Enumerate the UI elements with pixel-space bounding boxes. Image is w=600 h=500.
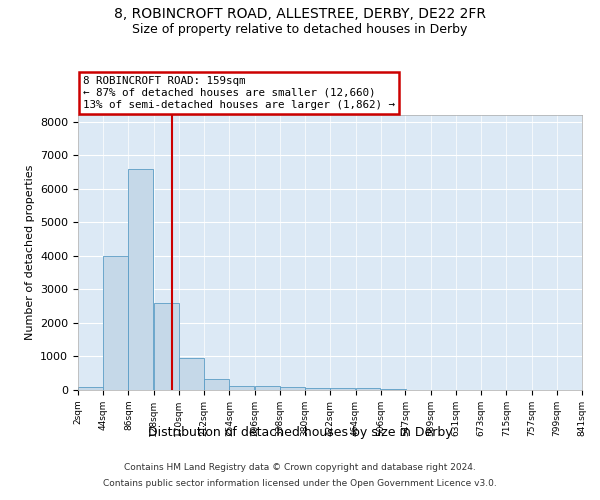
Bar: [204, 379, 229, 390]
Text: 8 ROBINCROFT ROAD: 159sqm
← 87% of detached houses are smaller (12,660)
13% of s: 8 ROBINCROFT ROAD: 159sqm ← 87% of detac…: [83, 76, 395, 110]
Bar: [229, 386, 254, 390]
Bar: [78, 388, 103, 390]
Bar: [381, 389, 406, 390]
Text: 8, ROBINCROFT ROAD, ALLESTREE, DERBY, DE22 2FR: 8, ROBINCROFT ROAD, ALLESTREE, DERBY, DE…: [114, 8, 486, 22]
Bar: [154, 303, 179, 390]
Bar: [305, 388, 330, 390]
Bar: [356, 388, 380, 390]
Bar: [280, 388, 305, 390]
Text: Size of property relative to detached houses in Derby: Size of property relative to detached ho…: [133, 22, 467, 36]
Text: Distribution of detached houses by size in Derby: Distribution of detached houses by size …: [148, 426, 452, 439]
Bar: [331, 388, 355, 390]
Bar: [254, 386, 280, 390]
Y-axis label: Number of detached properties: Number of detached properties: [25, 165, 35, 340]
Bar: [179, 358, 204, 390]
Bar: [128, 168, 154, 390]
Text: Contains HM Land Registry data © Crown copyright and database right 2024.: Contains HM Land Registry data © Crown c…: [124, 464, 476, 472]
Text: Contains public sector information licensed under the Open Government Licence v3: Contains public sector information licen…: [103, 478, 497, 488]
Bar: [103, 256, 128, 390]
